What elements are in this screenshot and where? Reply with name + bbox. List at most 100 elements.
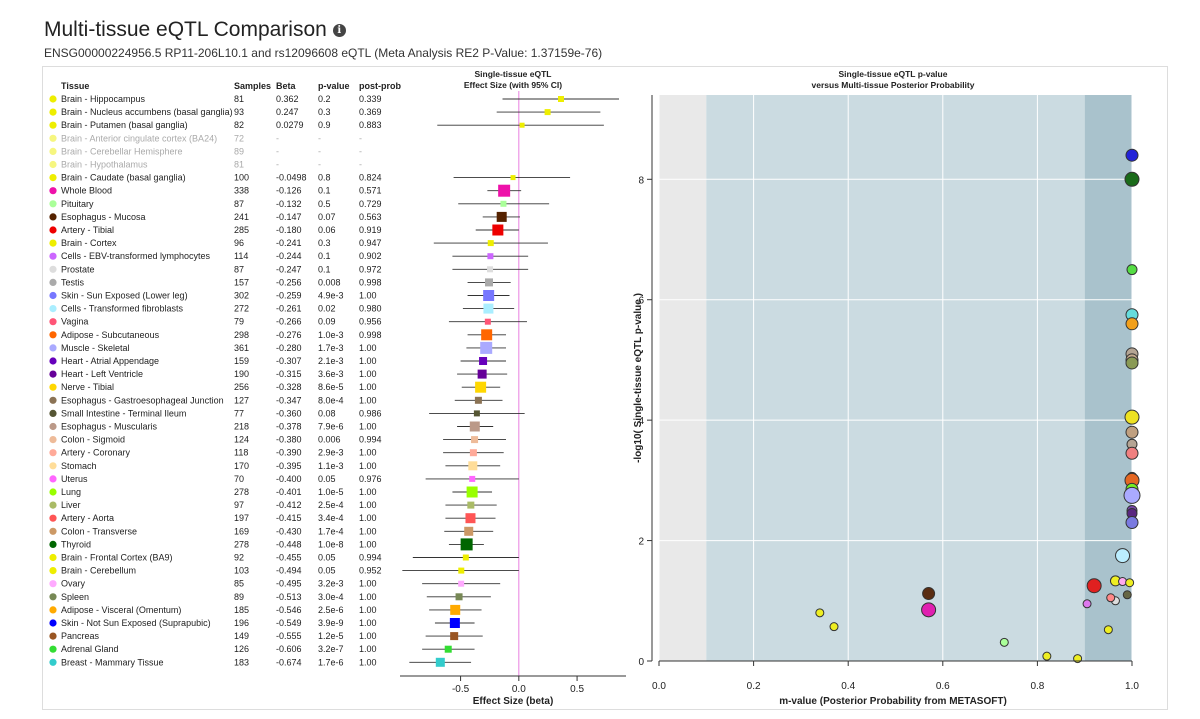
forest-effect-marker[interactable] [469,449,477,457]
scatter-point[interactable] [1125,446,1139,460]
scatter-point[interactable] [1125,516,1139,530]
scatter-point[interactable] [1125,578,1135,588]
forest-effect-marker[interactable] [498,184,511,197]
tissue-name[interactable]: Esophagus - Muscularis [61,422,158,432]
tissue-name[interactable]: Esophagus - Gastroesophageal Junction [61,395,224,405]
scatter-point[interactable] [815,608,825,618]
forest-effect-marker[interactable] [479,357,488,365]
forest-effect-marker[interactable] [544,109,551,116]
scatter-point[interactable] [829,622,839,632]
forest-effect-marker[interactable] [475,381,487,393]
forest-effect-marker[interactable] [467,501,475,509]
tissue-name[interactable]: Adipose - Subcutaneous [61,330,160,340]
info-icon[interactable]: i [332,23,346,37]
forest-effect-marker[interactable] [473,410,480,417]
tissue-name[interactable]: Liver [61,500,81,510]
tissue-name[interactable]: Artery - Tibial [61,225,114,235]
forest-effect-marker[interactable] [462,554,469,561]
forest-effect-marker[interactable] [468,461,478,471]
scatter-point[interactable] [1042,651,1052,661]
scatter-point[interactable] [921,602,937,618]
forest-effect-marker[interactable] [519,122,525,128]
tissue-name[interactable]: Brain - Anterior cingulate cortex (BA24) [61,133,217,143]
forest-effect-marker[interactable] [481,329,493,341]
scatter-point[interactable] [1125,148,1139,162]
tissue-name[interactable]: Stomach [61,461,97,471]
tissue-name[interactable]: Brain - Cerebellum [61,566,136,576]
forest-effect-marker[interactable] [477,369,487,379]
tissue-name[interactable]: Artery - Aorta [61,513,114,523]
scatter-point[interactable] [922,587,936,601]
tissue-name[interactable]: Brain - Frontal Cortex (BA9) [61,553,173,563]
scatter-point[interactable] [1082,599,1092,609]
forest-effect-marker[interactable] [458,567,465,574]
forest-effect-marker[interactable] [444,645,452,653]
forest-effect-marker[interactable] [483,290,495,301]
forest-effect-marker[interactable] [557,96,564,102]
forest-effect-marker[interactable] [469,421,480,432]
tissue-name[interactable]: Vagina [61,317,88,327]
forest-effect-marker[interactable] [496,211,507,222]
forest-effect-marker[interactable] [483,303,494,314]
tissue-name[interactable]: Muscle - Skeletal [61,343,130,353]
scatter-point[interactable] [1125,317,1139,331]
tissue-name[interactable]: Brain - Hypothalamus [61,160,148,170]
scatter-point[interactable] [999,637,1009,647]
tissue-name[interactable]: Pituitary [61,199,94,209]
forest-effect-marker[interactable] [480,341,493,354]
forest-effect-marker[interactable] [449,618,460,628]
tissue-name[interactable]: Artery - Coronary [61,448,131,458]
tissue-name[interactable]: Whole Blood [61,186,112,196]
scatter-point[interactable] [1125,356,1139,370]
tissue-name[interactable]: Brain - Cerebellar Hemisphere [61,146,183,156]
tissue-name[interactable]: Ovary [61,579,86,589]
forest-effect-marker[interactable] [492,224,504,236]
scatter-point[interactable] [1124,171,1140,187]
tissue-name[interactable]: Adipose - Visceral (Omentum) [61,605,181,615]
forest-effect-marker[interactable] [450,604,461,615]
tissue-name[interactable]: Brain - Putamen (basal ganglia) [61,120,188,130]
forest-effect-marker[interactable] [484,318,491,325]
tissue-name[interactable]: Lung [61,487,81,497]
tissue-name[interactable]: Esophagus - Mucosa [61,212,146,222]
forest-effect-marker[interactable] [485,278,494,287]
tissue-name[interactable]: Pancreas [61,631,100,641]
tissue-name[interactable]: Colon - Transverse [61,526,137,536]
scatter-point[interactable] [1115,548,1131,564]
tissue-name[interactable]: Uterus [61,474,88,484]
scatter-point[interactable] [1103,625,1113,635]
forest-effect-marker[interactable] [487,240,494,247]
tissue-name[interactable]: Cells - EBV-transformed lymphocytes [61,251,211,261]
tissue-name[interactable]: Brain - Cortex [61,238,117,248]
forest-effect-marker[interactable] [500,200,507,207]
tissue-name[interactable]: Cells - Transformed fibroblasts [61,304,184,314]
scatter-point[interactable] [1106,593,1116,603]
forest-effect-marker[interactable] [466,486,478,498]
scatter-point[interactable] [1124,409,1140,425]
forest-effect-marker[interactable] [510,175,516,181]
tissue-name[interactable]: Heart - Atrial Appendage [61,356,159,366]
forest-effect-marker[interactable] [487,253,494,260]
forest-effect-marker[interactable] [469,475,476,482]
forest-effect-marker[interactable] [464,526,474,536]
tissue-name[interactable]: Brain - Caudate (basal ganglia) [61,173,186,183]
tissue-name[interactable]: Breast - Mammary Tissue [61,657,164,667]
scatter-point[interactable] [1126,264,1138,276]
tissue-name[interactable]: Brain - Nucleus accumbens (basal ganglia… [61,107,233,117]
tissue-name[interactable]: Adrenal Gland [61,644,119,654]
forest-effect-marker[interactable] [435,657,445,667]
scatter-point[interactable] [1123,486,1141,504]
tissue-name[interactable]: Small Intestine - Terminal Ileum [61,408,186,418]
tissue-name[interactable]: Spleen [61,592,89,602]
tissue-name[interactable]: Heart - Left Ventricle [61,369,143,379]
scatter-point[interactable] [1122,590,1132,600]
scatter-point[interactable] [1086,578,1102,594]
tissue-name[interactable]: Prostate [61,264,95,274]
forest-effect-marker[interactable] [458,580,465,587]
tissue-name[interactable]: Thyroid [61,539,91,549]
forest-effect-marker[interactable] [487,266,494,273]
forest-effect-marker[interactable] [455,593,463,601]
tissue-name[interactable]: Nerve - Tibial [61,382,114,392]
tissue-name[interactable]: Testis [61,277,85,287]
tissue-name[interactable]: Skin - Not Sun Exposed (Suprapubic) [61,618,211,628]
